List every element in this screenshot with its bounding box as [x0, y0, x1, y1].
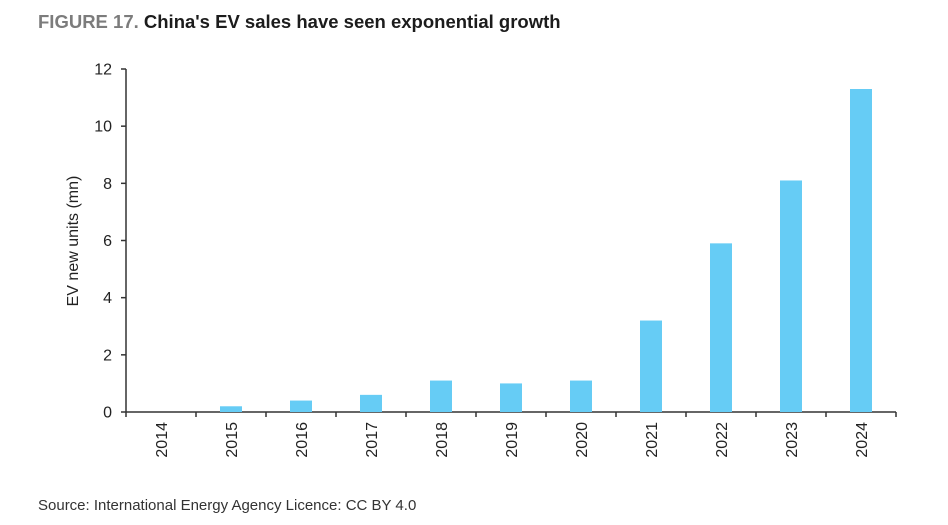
- y-tick-label: 8: [103, 176, 112, 193]
- figure-title-text: China's EV sales have seen exponential g…: [143, 11, 561, 32]
- y-tick-label: 0: [103, 405, 112, 422]
- bar: [640, 320, 662, 412]
- x-tick-label: 2020: [574, 422, 591, 458]
- x-tick-label: 2019: [504, 422, 521, 458]
- x-tick-label: 2021: [644, 422, 661, 458]
- source-note: Source: International Energy Agency Lice…: [38, 497, 417, 514]
- x-tick-label: 2022: [714, 422, 731, 458]
- x-axis: 2014 2015 2016 2017 2018 2019 2020 2021 2022 2023…: [125, 411, 897, 458]
- x-tick-label: 2015: [224, 422, 241, 458]
- y-axis: 0 2 4 6 8 10 12: [94, 62, 127, 422]
- bar: [500, 383, 522, 412]
- figure-number: FIGURE 17.: [38, 11, 139, 32]
- x-tick-label: 2017: [364, 422, 381, 458]
- bar: [780, 180, 802, 412]
- x-tick-label: 2024: [854, 422, 871, 458]
- x-tick-label: 2016: [294, 422, 311, 458]
- bar: [360, 394, 382, 412]
- bar: [850, 89, 872, 412]
- bar: [570, 380, 592, 412]
- y-tick-label: 12: [94, 62, 112, 79]
- bar: [290, 400, 312, 412]
- y-tick-label: 6: [103, 233, 112, 250]
- bar: [430, 380, 452, 412]
- y-tick-label: 4: [103, 290, 112, 307]
- y-axis-label: EV new units (mn): [65, 176, 82, 307]
- bars: [220, 89, 872, 412]
- x-tick-label: 2018: [434, 422, 451, 458]
- bar: [220, 406, 242, 412]
- x-tick-label: 2014: [154, 422, 171, 458]
- x-tick-label: 2023: [784, 422, 801, 458]
- y-tick-label: 10: [94, 119, 112, 136]
- figure-title: FIGURE 17. China's EV sales have seen ex…: [38, 11, 561, 33]
- y-tick-label: 2: [103, 347, 112, 364]
- bar: [710, 243, 732, 412]
